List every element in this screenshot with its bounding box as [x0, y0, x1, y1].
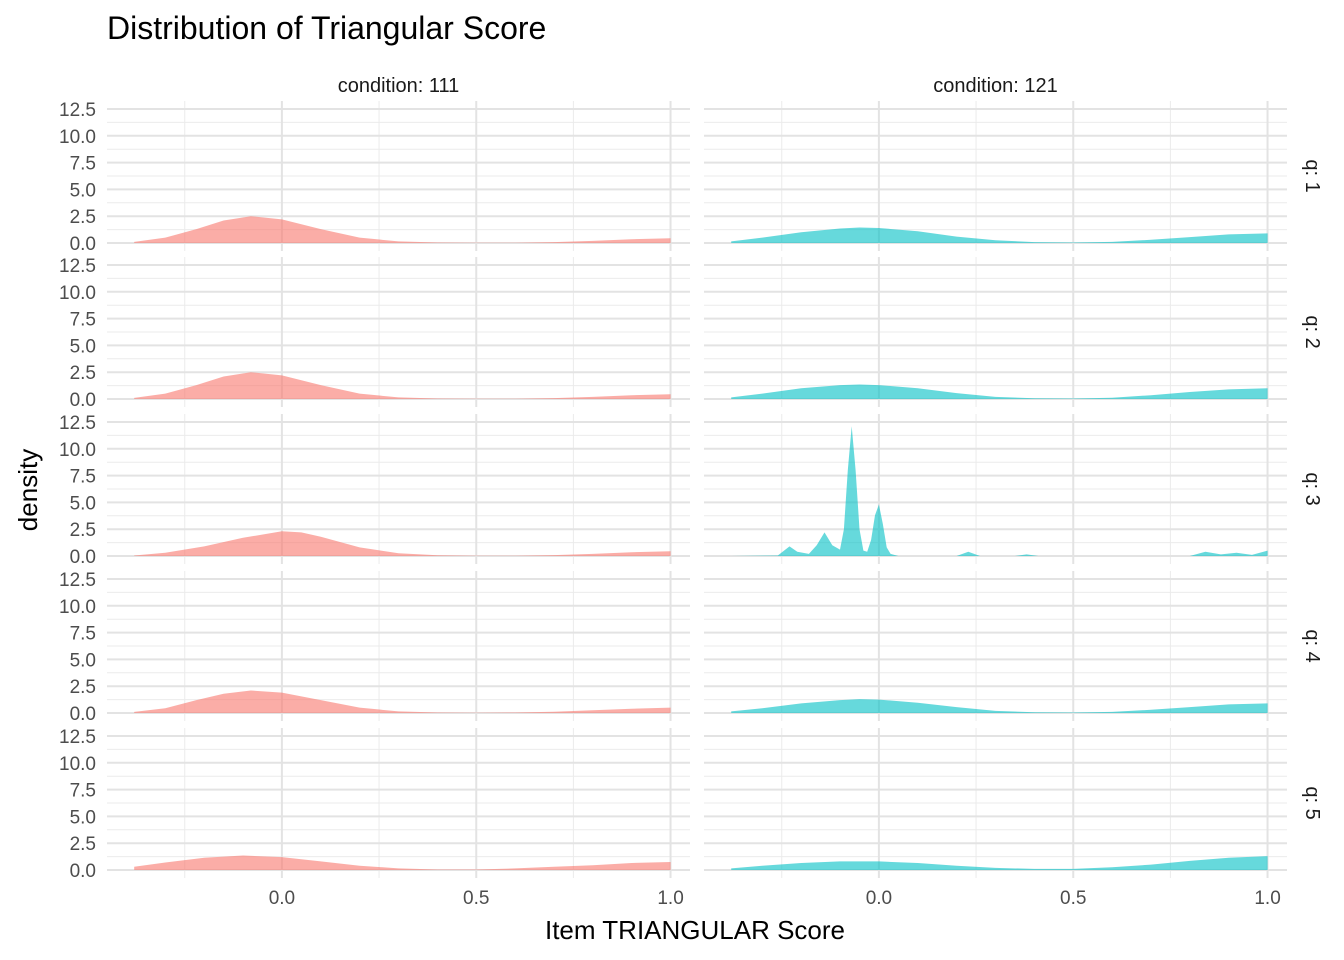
column-strip-label: condition: 121 [933, 75, 1058, 97]
y-tick-label: 5.0 [70, 493, 96, 514]
x-tick-label: 0.5 [463, 888, 489, 909]
x-tick-label: 0.5 [1060, 888, 1086, 909]
row-strip-label: q: 2 [1301, 315, 1323, 348]
y-tick-label: 2.5 [70, 363, 96, 384]
y-tick-label: 2.5 [70, 207, 96, 228]
facet-panel [107, 257, 690, 407]
x-tick-label: 1.0 [1254, 888, 1280, 909]
y-tick-label: 10.0 [59, 283, 96, 304]
chart-title: Distribution of Triangular Score [107, 10, 546, 46]
density-area-1-2 [731, 227, 1268, 243]
x-tick-label: 0.0 [269, 888, 295, 909]
plot-area: condition: 111 condition: 121 q: 1 q: 2 q: 3… [59, 75, 1323, 909]
row-strip-label: q: 3 [1301, 472, 1323, 505]
y-tick-label: 12.5 [59, 413, 96, 434]
y-tick-label: 5.0 [70, 807, 96, 828]
y-tick-label: 10.0 [59, 440, 96, 461]
y-tick-label: 12.5 [59, 570, 96, 591]
y-tick-label: 2.5 [70, 834, 96, 855]
facet-panel [107, 101, 690, 251]
facet-panel [704, 414, 1287, 564]
y-tick-label: 7.5 [70, 154, 96, 175]
y-tick-label: 12.5 [59, 256, 96, 277]
y-tick-label: 7.5 [70, 781, 96, 802]
y-tick-label: 0.0 [70, 547, 96, 568]
y-tick-label: 0.0 [70, 390, 96, 411]
row-strip-label: q: 4 [1301, 629, 1323, 662]
y-tick-label: 7.5 [70, 467, 96, 488]
y-tick-label: 0.0 [70, 861, 96, 882]
facet-panel [704, 101, 1287, 251]
y-tick-label: 5.0 [70, 336, 96, 357]
y-tick-label: 10.0 [59, 754, 96, 775]
density-area-2-1 [134, 372, 671, 399]
x-tick-label: 0.0 [866, 888, 892, 909]
y-axis-title: density [13, 449, 43, 531]
y-tick-label: 0.0 [70, 234, 96, 255]
density-area-3-1 [134, 531, 671, 556]
x-tick-label: 1.0 [657, 888, 683, 909]
density-area-4-2 [731, 699, 1268, 713]
density-area-2-2 [731, 384, 1268, 399]
y-tick-label: 5.0 [70, 180, 96, 201]
density-area-5-2 [731, 856, 1268, 870]
facet-panel [704, 257, 1287, 407]
density-area-4-1 [134, 690, 671, 713]
density-area-1-1 [134, 216, 671, 243]
facet-panel [704, 571, 1287, 721]
facet-panel [107, 728, 690, 878]
y-tick-label: 10.0 [59, 127, 96, 148]
row-strip-label: q: 5 [1301, 786, 1323, 819]
y-tick-label: 5.0 [70, 650, 96, 671]
facet-panel [107, 414, 690, 564]
density-area-3-2 [731, 426, 1268, 556]
row-strip-label: q: 1 [1301, 159, 1323, 192]
y-tick-label: 2.5 [70, 677, 96, 698]
facet-panel [704, 728, 1287, 878]
column-strip-label: condition: 111 [338, 75, 460, 97]
x-axis-title: Item TRIANGULAR Score [545, 915, 845, 945]
density-area-5-1 [134, 855, 671, 870]
y-tick-label: 0.0 [70, 704, 96, 725]
y-tick-label: 2.5 [70, 520, 96, 541]
y-tick-label: 7.5 [70, 310, 96, 331]
y-tick-label: 10.0 [59, 597, 96, 618]
y-tick-label: 12.5 [59, 100, 96, 121]
y-tick-label: 12.5 [59, 727, 96, 748]
y-tick-label: 7.5 [70, 624, 96, 645]
facet-panel [107, 571, 690, 721]
